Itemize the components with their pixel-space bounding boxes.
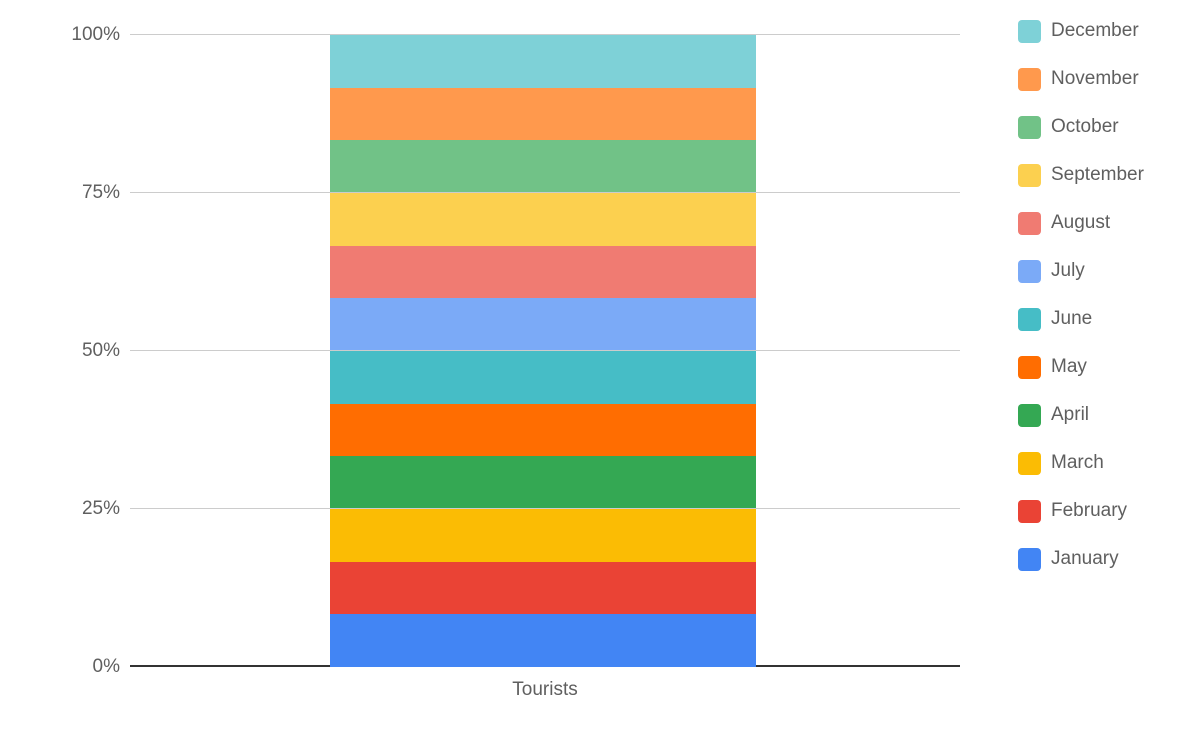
legend-label: January — [1051, 548, 1119, 570]
bar-segment-july — [330, 298, 756, 351]
gridline — [130, 34, 960, 35]
legend-swatch — [1018, 548, 1041, 571]
x-category-label: Tourists — [512, 679, 577, 701]
legend-swatch — [1018, 356, 1041, 379]
legend-label: March — [1051, 452, 1104, 474]
legend-label: June — [1051, 308, 1092, 330]
legend-swatch — [1018, 68, 1041, 91]
legend-label: September — [1051, 164, 1144, 186]
legend-label: August — [1051, 212, 1110, 234]
legend-swatch — [1018, 164, 1041, 187]
legend-item-july: July — [1018, 260, 1144, 282]
legend-item-september: September — [1018, 164, 1144, 186]
legend-label: July — [1051, 260, 1085, 282]
legend-label: February — [1051, 500, 1127, 522]
legend-swatch — [1018, 500, 1041, 523]
legend: December November October September August Ju… — [1018, 20, 1144, 570]
legend-item-august: August — [1018, 212, 1144, 234]
y-tick-label: 50% — [82, 340, 120, 362]
bar-segment-november — [330, 88, 756, 141]
y-tick-label: 0% — [93, 656, 120, 678]
legend-item-january: January — [1018, 548, 1144, 570]
legend-swatch — [1018, 404, 1041, 427]
stacked-bar-chart: Tourists 0%25%50%75%100% DecemberNovembe… — [0, 0, 1200, 742]
legend-label: October — [1051, 116, 1119, 138]
y-tick-label: 75% — [82, 182, 120, 204]
legend-item-november: November — [1018, 68, 1144, 90]
bar-segment-february — [330, 562, 756, 615]
legend-swatch — [1018, 20, 1041, 43]
bar-segment-april — [330, 456, 756, 509]
bar-segment-june — [330, 351, 756, 404]
stacked-bar-tourists — [330, 35, 756, 667]
bar-segment-october — [330, 140, 756, 193]
bar-segment-may — [330, 404, 756, 457]
legend-item-march: March — [1018, 452, 1144, 474]
legend-swatch — [1018, 260, 1041, 283]
legend-swatch — [1018, 308, 1041, 331]
bar-segment-january — [330, 614, 756, 667]
bar-segment-december — [330, 35, 756, 88]
legend-item-may: May — [1018, 356, 1144, 378]
y-tick-label: 100% — [71, 24, 120, 46]
bar-segment-march — [330, 509, 756, 562]
y-tick-label: 25% — [82, 498, 120, 520]
legend-label: April — [1051, 404, 1089, 426]
legend-label: May — [1051, 356, 1087, 378]
bar-segment-september — [330, 193, 756, 246]
plot-area: Tourists 0%25%50%75%100% — [130, 35, 960, 667]
legend-swatch — [1018, 452, 1041, 475]
gridline — [130, 350, 960, 351]
bar-segment-august — [330, 246, 756, 299]
legend-item-april: April — [1018, 404, 1144, 426]
gridline — [130, 192, 960, 193]
legend-swatch — [1018, 116, 1041, 139]
legend-item-june: June — [1018, 308, 1144, 330]
legend-label: November — [1051, 68, 1139, 90]
legend-item-december: December — [1018, 20, 1144, 42]
gridline — [130, 508, 960, 509]
legend-item-february: February — [1018, 500, 1144, 522]
legend-label: December — [1051, 20, 1139, 42]
legend-swatch — [1018, 212, 1041, 235]
legend-item-october: October — [1018, 116, 1144, 138]
